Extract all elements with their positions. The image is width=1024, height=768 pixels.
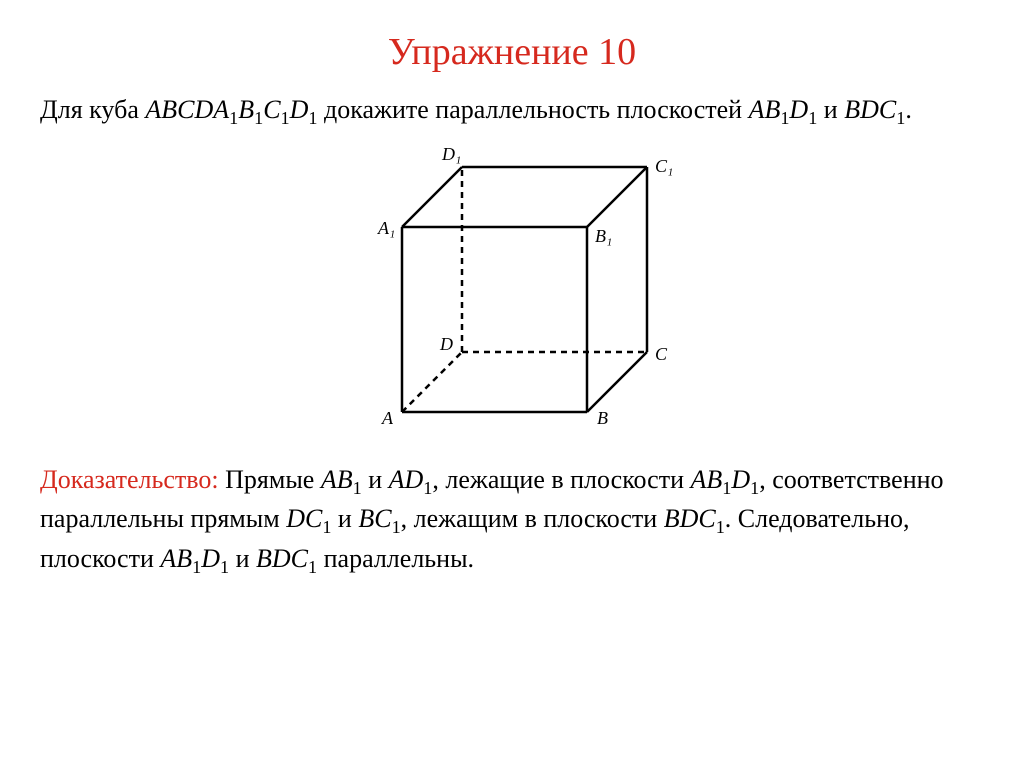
svg-text:D₁: D₁ xyxy=(441,144,461,164)
cube-diagram: A B C D A₁ B₁ C₁ D₁ xyxy=(40,142,984,447)
svg-text:D: D xyxy=(439,334,453,354)
svg-text:C: C xyxy=(655,344,668,364)
problem-prefix: Для куба xyxy=(40,95,145,124)
cube-svg: A B C D A₁ B₁ C₁ D₁ xyxy=(342,142,682,442)
svg-text:B: B xyxy=(597,408,608,428)
plane-ab1d1: AB1D1 xyxy=(691,465,760,494)
cube-name: ABCDA1B1C1D1 xyxy=(145,95,317,124)
proof-label: Доказательство: xyxy=(40,465,219,494)
svg-text:A: A xyxy=(381,408,394,428)
svg-text:A₁: A₁ xyxy=(377,218,395,238)
proof-text: Доказательство: Прямые AB1 и AD1, лежащи… xyxy=(40,462,984,581)
plane-ab1d1-2: AB1D1 xyxy=(160,544,229,573)
exercise-title: Упражнение 10 xyxy=(40,30,984,74)
line-ab1: AB1 xyxy=(321,465,362,494)
line-dc1: DC1 xyxy=(286,504,331,533)
plane-bdc1-2: BDC1 xyxy=(256,544,317,573)
plane-2: BDC1 xyxy=(844,95,905,124)
problem-statement: Для куба ABCDA1B1C1D1 докажите параллель… xyxy=(40,92,984,132)
svg-text:C₁: C₁ xyxy=(655,156,673,176)
line-ad1: AD1 xyxy=(389,465,433,494)
plane-bdc1: BDC1 xyxy=(664,504,725,533)
line-bc1: BC1 xyxy=(358,504,400,533)
svg-text:B₁: B₁ xyxy=(595,226,612,246)
plane-1: AB1D1 xyxy=(749,95,818,124)
